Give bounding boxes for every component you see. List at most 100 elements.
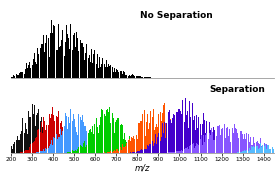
- Bar: [253, 152, 254, 153]
- Bar: [64, 56, 65, 78]
- Bar: [35, 126, 36, 153]
- Bar: [189, 101, 190, 153]
- Bar: [244, 134, 245, 153]
- Bar: [257, 141, 258, 153]
- Bar: [170, 120, 171, 153]
- Bar: [173, 122, 174, 153]
- Bar: [184, 122, 185, 153]
- Bar: [104, 114, 105, 153]
- Bar: [200, 124, 201, 153]
- Bar: [251, 146, 252, 153]
- Bar: [169, 113, 170, 153]
- Bar: [242, 150, 243, 153]
- Bar: [93, 134, 94, 153]
- Bar: [85, 126, 86, 153]
- Bar: [117, 149, 118, 153]
- Bar: [108, 64, 109, 78]
- Bar: [106, 60, 107, 78]
- Bar: [50, 118, 51, 153]
- Bar: [198, 117, 199, 153]
- Bar: [182, 132, 183, 153]
- Bar: [62, 30, 63, 78]
- Bar: [129, 74, 130, 78]
- Bar: [261, 146, 262, 153]
- Bar: [126, 75, 127, 78]
- Bar: [115, 151, 116, 153]
- Bar: [61, 135, 62, 153]
- Bar: [251, 145, 252, 153]
- Bar: [208, 139, 209, 153]
- Bar: [112, 152, 113, 153]
- Bar: [59, 149, 60, 153]
- Bar: [229, 145, 230, 153]
- Bar: [29, 62, 30, 78]
- Bar: [27, 68, 28, 78]
- Bar: [63, 37, 64, 78]
- Bar: [163, 133, 164, 153]
- Bar: [263, 145, 264, 153]
- Bar: [137, 146, 138, 153]
- Bar: [31, 109, 32, 153]
- Bar: [115, 152, 116, 153]
- Bar: [236, 150, 237, 153]
- Bar: [245, 139, 246, 153]
- Bar: [146, 77, 147, 78]
- Bar: [43, 117, 44, 153]
- Bar: [179, 151, 180, 153]
- Bar: [258, 143, 259, 153]
- Bar: [243, 139, 244, 153]
- Bar: [244, 150, 245, 153]
- Bar: [146, 151, 147, 153]
- Bar: [259, 148, 260, 153]
- Bar: [220, 129, 221, 153]
- Bar: [16, 74, 17, 78]
- Bar: [97, 146, 98, 153]
- Bar: [86, 152, 87, 153]
- Bar: [149, 152, 150, 153]
- Bar: [57, 145, 58, 153]
- Bar: [84, 52, 85, 78]
- Bar: [19, 73, 20, 78]
- Bar: [116, 69, 117, 78]
- Bar: [108, 112, 109, 153]
- Bar: [31, 59, 32, 78]
- Bar: [248, 152, 249, 153]
- Bar: [188, 138, 189, 153]
- Bar: [257, 146, 258, 153]
- Bar: [80, 117, 81, 153]
- Bar: [59, 47, 60, 78]
- Bar: [14, 143, 15, 153]
- Bar: [85, 53, 86, 78]
- Bar: [151, 124, 152, 153]
- Bar: [42, 127, 43, 153]
- Bar: [72, 150, 73, 153]
- Bar: [41, 117, 42, 153]
- Bar: [22, 72, 23, 78]
- Bar: [170, 152, 171, 153]
- Bar: [73, 114, 74, 153]
- Bar: [123, 147, 124, 153]
- Bar: [92, 63, 93, 78]
- Bar: [79, 33, 80, 78]
- Bar: [148, 109, 149, 153]
- Bar: [58, 137, 59, 153]
- Bar: [186, 115, 187, 153]
- Bar: [148, 77, 149, 78]
- Bar: [254, 143, 255, 153]
- Bar: [70, 152, 71, 153]
- Bar: [211, 151, 212, 153]
- Bar: [150, 111, 151, 153]
- Bar: [15, 139, 16, 153]
- Bar: [43, 149, 44, 153]
- Bar: [30, 68, 31, 78]
- Bar: [37, 152, 38, 153]
- Bar: [27, 134, 28, 153]
- Bar: [186, 136, 187, 153]
- Bar: [45, 43, 46, 78]
- Bar: [219, 140, 220, 153]
- Bar: [123, 71, 124, 78]
- Bar: [147, 151, 148, 153]
- Bar: [187, 136, 188, 153]
- Bar: [261, 147, 262, 153]
- Bar: [99, 57, 100, 78]
